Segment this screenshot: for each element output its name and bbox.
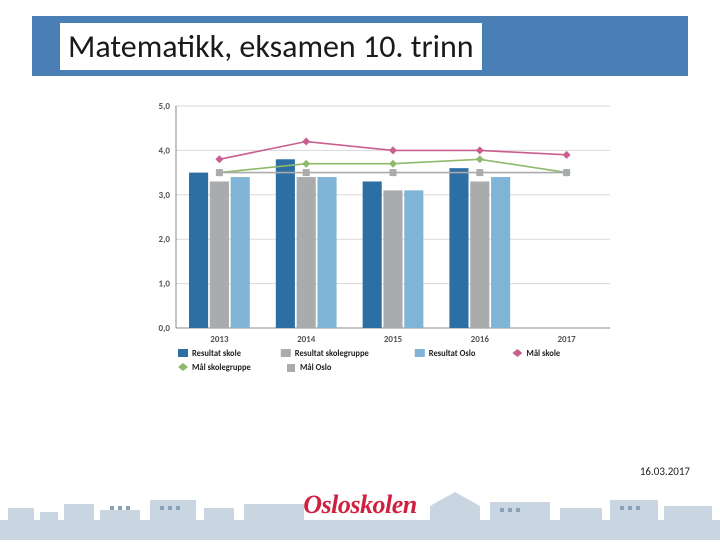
svg-text:2015: 2015 [384, 334, 403, 345]
bar [210, 181, 229, 328]
bar [231, 177, 250, 328]
chart-container: 0,0 1,0 2,0 3,0 4,0 5,0 2013 2014 2015 2016 2017 Re… [140, 98, 620, 398]
marker-icon [476, 169, 483, 176]
svg-text:2,0: 2,0 [159, 234, 171, 245]
page-title: Matematikk, eksamen 10. trinn [60, 23, 482, 70]
legend-swatch [415, 349, 425, 357]
legend-swatch [512, 349, 522, 357]
svg-text:2017: 2017 [557, 334, 576, 345]
bar [297, 177, 316, 328]
bar [189, 173, 208, 328]
brand-logo: Osloskolen [303, 490, 416, 520]
legend-swatch [178, 349, 188, 357]
bar [383, 190, 402, 328]
marker-icon [303, 169, 310, 176]
title-banner: Matematikk, eksamen 10. trinn [32, 16, 688, 76]
svg-text:3,0: 3,0 [159, 190, 171, 201]
svg-text:0,0: 0,0 [159, 323, 171, 334]
legend-label: Resultat skole [192, 349, 242, 359]
marker-icon [563, 169, 570, 176]
svg-text:5,0: 5,0 [159, 101, 171, 112]
bar [363, 181, 382, 328]
date-stamp: 16.03.2017 [640, 465, 690, 478]
chart-svg: 0,0 1,0 2,0 3,0 4,0 5,0 2013 2014 2015 2016 2017 Re… [140, 98, 620, 398]
marker-icon [215, 155, 223, 163]
legend-label: Mål Oslo [300, 363, 332, 373]
legend-label: Mål skolegruppe [192, 363, 252, 373]
bar [470, 181, 489, 328]
svg-text:2016: 2016 [471, 334, 490, 345]
legend-label: Mål skole [526, 349, 561, 359]
marker-icon [216, 169, 223, 176]
svg-text:2013: 2013 [210, 334, 229, 345]
legend-swatch [178, 363, 188, 371]
marker-icon [390, 169, 397, 176]
bar [449, 168, 468, 328]
bar [491, 177, 510, 328]
bar [317, 177, 336, 328]
svg-text:2014: 2014 [297, 334, 316, 345]
marker-icon [563, 151, 571, 159]
svg-text:4,0: 4,0 [159, 145, 171, 156]
bar [404, 190, 423, 328]
marker-icon [476, 146, 484, 154]
bar [276, 159, 295, 328]
legend-swatch [287, 364, 295, 372]
marker-icon [389, 160, 397, 168]
legend-label: Resultat Oslo [429, 349, 476, 359]
marker-icon [302, 138, 310, 146]
marker-icon [389, 146, 397, 154]
svg-text:1,0: 1,0 [159, 279, 171, 290]
legend-swatch [281, 349, 291, 357]
marker-icon [476, 155, 484, 163]
marker-icon [302, 160, 310, 168]
footer: Osloskolen [0, 482, 720, 540]
legend-label: Resultat skolegruppe [295, 349, 370, 359]
